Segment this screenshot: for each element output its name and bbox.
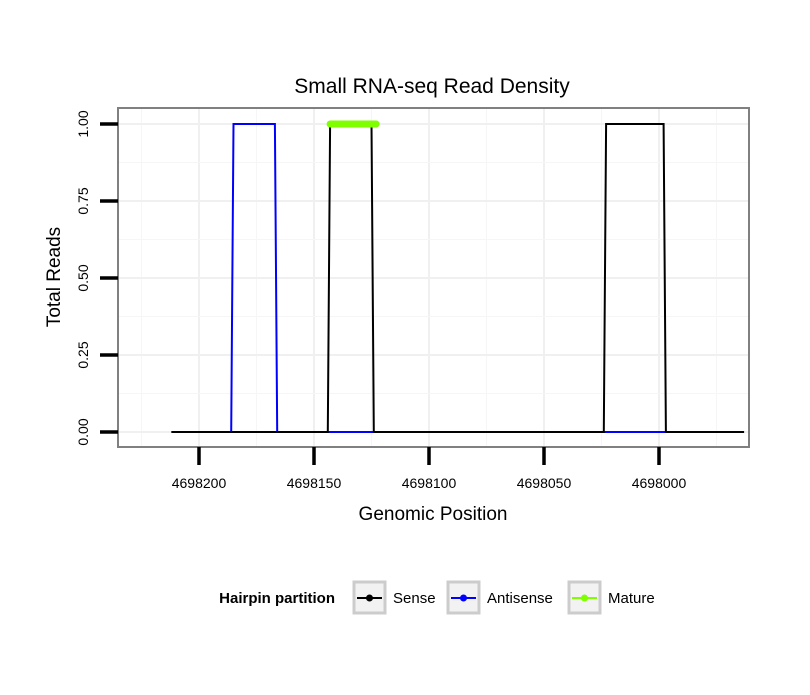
y-tick-label: 0.75 — [75, 187, 91, 214]
x-tick-label: 4698000 — [632, 475, 687, 491]
x-tick-label: 4698150 — [287, 475, 342, 491]
y-axis-label: Total Reads — [44, 227, 65, 327]
y-tick-label: 0.00 — [75, 418, 91, 445]
legend-label-mature: Mature — [608, 590, 655, 607]
legend-key-point-mature — [581, 594, 588, 602]
y-tick-label: 0.50 — [75, 264, 91, 291]
grid-lines — [118, 108, 749, 447]
legend-label-antisense: Antisense — [487, 590, 553, 607]
chart-title: Small RNA-seq Read Density — [294, 75, 570, 98]
legend-title: Hairpin partition — [219, 590, 335, 607]
x-axis-label: Genomic Position — [359, 504, 508, 525]
data-series — [171, 120, 745, 433]
legend-key-point-sense — [366, 594, 373, 602]
legend-label-sense: Sense — [393, 590, 436, 607]
x-tick-label: 4698050 — [517, 475, 572, 491]
x-tick-label: 4698200 — [172, 475, 227, 491]
y-tick-label: 0.25 — [75, 341, 91, 368]
series-line-sense — [171, 123, 745, 433]
legend-key-point-antisense — [460, 594, 467, 602]
x-tick-label: 4698100 — [402, 475, 457, 491]
y-tick-label: 1.00 — [75, 110, 91, 137]
legend: Hairpin partition Sense Antisense Mature — [219, 580, 655, 615]
axes: 4698200 4698150 4698100 4698050 4698000 0.00 0… — [75, 110, 686, 491]
